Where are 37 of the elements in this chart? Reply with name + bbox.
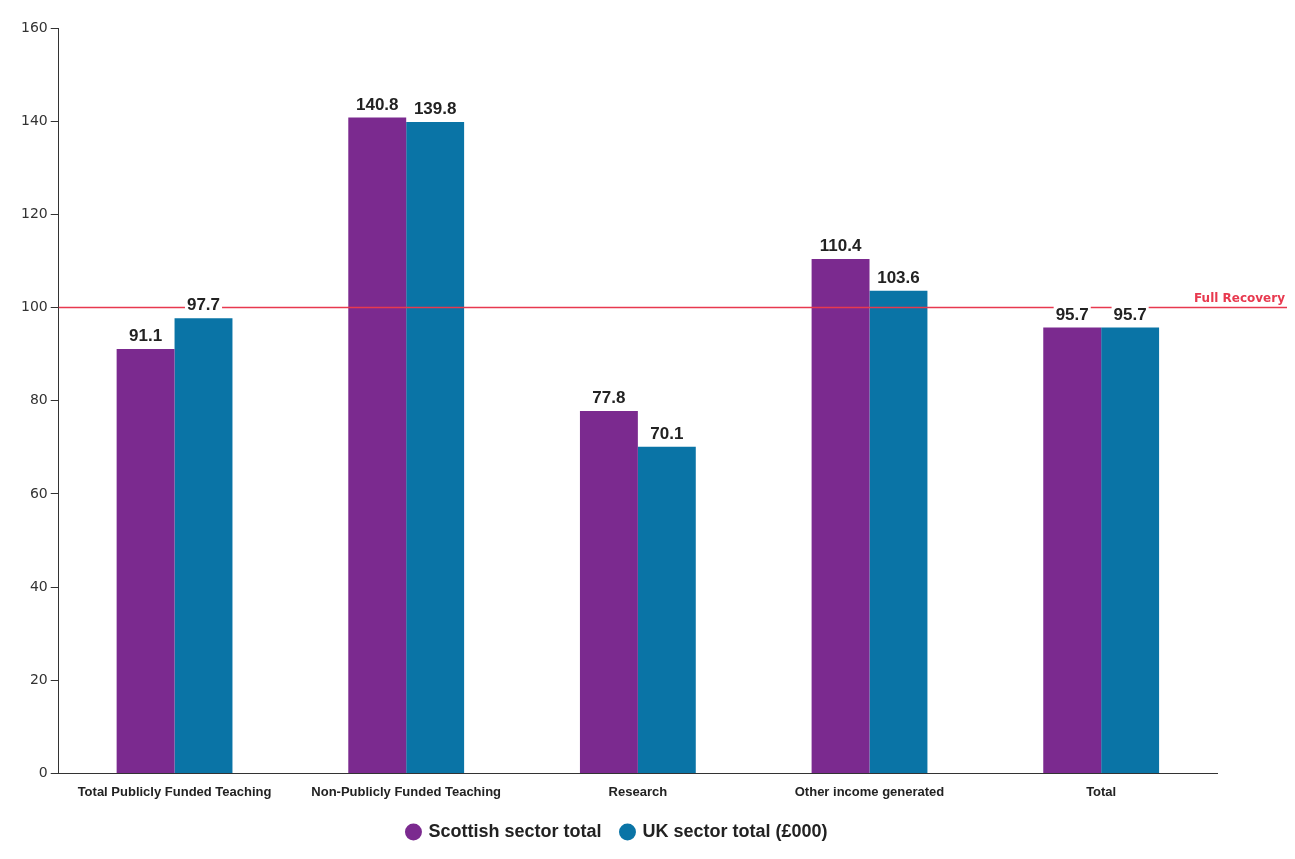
data-label: 103.6	[877, 267, 920, 287]
bar	[869, 290, 928, 773]
data-label: 95.7	[1113, 304, 1147, 324]
data-label: 70.1	[650, 424, 684, 444]
y-tick-label: 40	[29, 577, 48, 594]
data-label: 97.7	[186, 295, 221, 315]
data-label: 140.8	[355, 94, 399, 114]
data-label: 139.8	[413, 99, 457, 119]
x-tick-label: Non-Publicly Funded Teaching	[311, 783, 502, 799]
bar	[116, 348, 175, 773]
y-tick-label: 0	[38, 764, 48, 781]
bar	[406, 122, 465, 773]
y-tick-label: 140	[20, 111, 48, 128]
bar	[1101, 327, 1160, 773]
legend-label: UK sector total (£000)	[642, 820, 828, 841]
bar	[348, 117, 407, 773]
legend-label: Scottish sector total	[428, 820, 602, 841]
y-tick-label: 60	[29, 484, 48, 501]
x-tick-label: Total	[1086, 783, 1117, 799]
bar	[174, 318, 233, 773]
y-tick-label: 80	[29, 391, 48, 408]
bar	[637, 446, 696, 773]
y-tick-label: 20	[29, 670, 48, 687]
data-label: 77.8	[592, 388, 626, 408]
data-label: 91.1	[129, 326, 163, 346]
y-tick-label: 100	[20, 298, 48, 315]
bar	[579, 410, 638, 773]
y-tick-label: 160	[20, 18, 48, 35]
y-tick-label: 120	[20, 204, 48, 221]
data-label: 95.7	[1055, 304, 1089, 324]
bar	[1043, 327, 1102, 773]
bar	[811, 259, 870, 773]
x-tick-label: Total Publicly Funded Teaching	[77, 783, 272, 799]
ref-line-label: Full Recovery	[1194, 290, 1286, 305]
x-tick-label: Research	[608, 783, 668, 799]
x-tick-label: Other income generated	[794, 783, 945, 799]
data-label: 110.4	[819, 236, 862, 256]
